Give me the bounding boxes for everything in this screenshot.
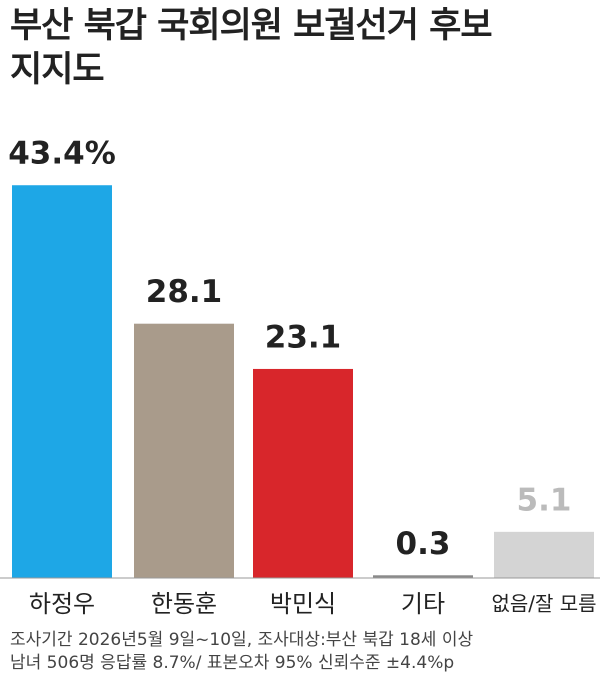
value-label: 43.4% [8,136,116,172]
x-tick-label: 하정우 [29,590,95,618]
value-label: 23.1 [265,319,342,355]
x-tick-label: 기타 [401,590,445,618]
note: 남녀 506명 응답률 8.7%/ 표본오차 95% 신뢰수준 ±4.4%p [10,653,454,673]
chart-title: 부산 북갑 국회의원 보궐선거 후보 지지도 [10,6,493,90]
bar [253,368,353,578]
bar [373,575,473,578]
bar [12,185,112,579]
value-label: 28.1 [146,274,223,310]
x-tick-label: 박민식 [270,590,336,618]
x-tick-label: 없음/잘 모름 [491,592,596,616]
note: 조사기간 2026년5월 9일~10일, 조사대상:부산 북갑 18세 이상 [10,630,473,650]
x-tick-label: 한동훈 [151,590,217,618]
value-label: 0.3 [396,526,451,562]
bar [134,323,234,578]
bar [494,531,594,578]
value-label: 5.1 [517,482,572,518]
